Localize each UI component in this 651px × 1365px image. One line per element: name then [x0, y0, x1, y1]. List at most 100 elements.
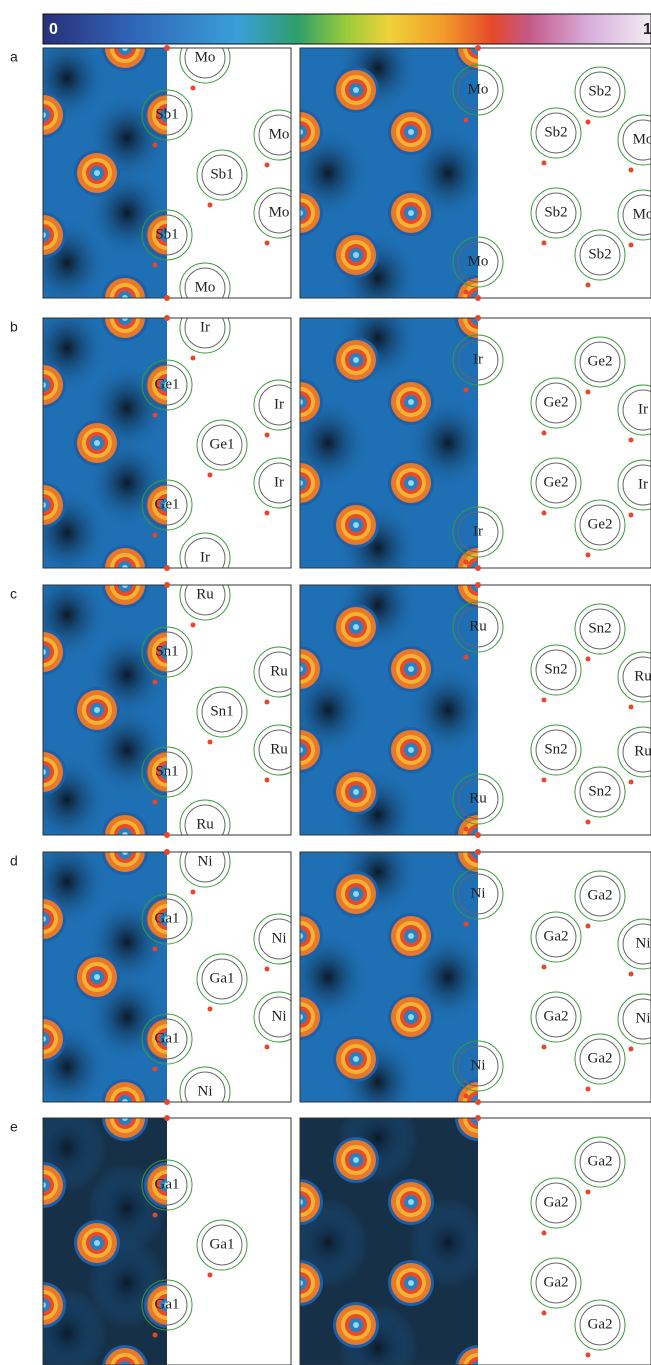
critical-point [208, 473, 213, 478]
critical-point [153, 1213, 158, 1218]
critical-point [542, 431, 547, 436]
panel-label: d [10, 853, 18, 869]
atom-label: Mo [468, 253, 489, 269]
atom-density [94, 1240, 100, 1246]
atom-label: Ge2 [588, 353, 613, 369]
atom-density [94, 707, 100, 713]
axis-dot [475, 295, 481, 301]
atom-label: Ga2 [544, 1274, 569, 1290]
critical-point [265, 778, 270, 783]
atom-label: Sn1 [155, 763, 178, 779]
atom-density [353, 87, 359, 93]
map-panel: RuSn2Sn2RuSn2RuSn2Ru [277, 560, 651, 860]
low-density [27, 303, 107, 393]
critical-point [265, 967, 270, 972]
axis-dot [475, 565, 481, 571]
atom-label: Ga2 [588, 1153, 613, 1169]
critical-point [153, 1067, 158, 1072]
critical-point [191, 86, 196, 91]
atom-label: Ga2 [544, 1008, 569, 1024]
axis-dot [164, 565, 170, 571]
axis-dot [164, 295, 170, 301]
atom-density [408, 747, 414, 753]
map-panel: NiGa1NiGa1NiGa1Ni [20, 829, 304, 1125]
critical-point [542, 1311, 547, 1316]
atom-density [94, 170, 100, 176]
panel-label: a [10, 49, 18, 65]
atom-label: Ru [469, 790, 487, 806]
contour-half [478, 852, 651, 1102]
axis-dot [164, 1115, 170, 1121]
atom-density [353, 789, 359, 795]
critical-point [265, 511, 270, 516]
critical-point [464, 655, 469, 660]
critical-point [586, 1190, 591, 1195]
critical-point [208, 740, 213, 745]
low-density [27, 570, 107, 660]
figure: 0 1 aMoSb1MoSb1MoSb1MoMoSb2Sb2MoSb2MoSb2… [0, 0, 651, 1365]
critical-point [265, 700, 270, 705]
colorbar-max: 1 [643, 21, 651, 38]
atom-label: Mo [633, 206, 651, 222]
critical-point [542, 161, 547, 166]
atom-density [353, 522, 359, 528]
atom-label: Ni [198, 1083, 213, 1099]
atom-label: Mo [633, 131, 651, 147]
atom-label: Ge1 [155, 376, 180, 392]
atom-label: Ru [270, 741, 288, 757]
atom-density [94, 440, 100, 446]
critical-point [464, 388, 469, 393]
atom-label: Sn2 [544, 661, 567, 677]
critical-point [464, 290, 469, 295]
atom-label: Sn1 [155, 643, 178, 659]
critical-point [265, 433, 270, 438]
axis-dot [164, 582, 170, 588]
critical-point [464, 1094, 469, 1099]
critical-point [586, 657, 591, 662]
atom-density [353, 252, 359, 258]
atom-density [353, 891, 359, 897]
atom-density [353, 357, 359, 363]
critical-point [191, 890, 196, 895]
axis-dot [164, 45, 170, 51]
atom-label: Ir [200, 319, 210, 335]
atom-density [408, 129, 414, 135]
atom-label: Ni [471, 885, 486, 901]
axis-dot [475, 1099, 481, 1105]
critical-point [542, 778, 547, 783]
atom-label: Sn2 [544, 741, 567, 757]
critical-point [153, 143, 158, 148]
critical-point [153, 413, 158, 418]
critical-point [629, 513, 634, 518]
axis-dot [164, 1099, 170, 1105]
critical-point [191, 356, 196, 361]
axis-dot [164, 832, 170, 838]
atom-density [353, 1157, 359, 1163]
atom-density [408, 210, 414, 216]
atom-label: Ga1 [210, 1236, 235, 1252]
critical-point [208, 1007, 213, 1012]
atom-label: Ge2 [588, 516, 613, 532]
atom-label: Mo [269, 126, 290, 142]
atom-label: Ir [638, 476, 648, 492]
atom-label: Mo [195, 49, 216, 65]
atom-label: Mo [195, 279, 216, 295]
map-panel: RuSn1RuSn1RuSn1Ru [20, 562, 304, 858]
atom-label: Sn2 [588, 783, 611, 799]
critical-point [586, 820, 591, 825]
critical-point [629, 972, 634, 977]
atom-label: Ga2 [544, 1194, 569, 1210]
atom-label: Sb2 [588, 246, 611, 262]
critical-point [542, 965, 547, 970]
atom-label: Ir [274, 474, 284, 490]
atom-label: Ga2 [588, 887, 613, 903]
panel-label: b [10, 319, 18, 335]
atom-label: Ge1 [210, 436, 235, 452]
atom-label: Ru [270, 663, 288, 679]
atom-label: Sb1 [155, 226, 178, 242]
atom-label: Ni [471, 1057, 486, 1073]
critical-point [629, 168, 634, 173]
atom-density [408, 399, 414, 405]
atom-label: Ni [636, 1010, 651, 1026]
atom-label: Ni [636, 935, 651, 951]
